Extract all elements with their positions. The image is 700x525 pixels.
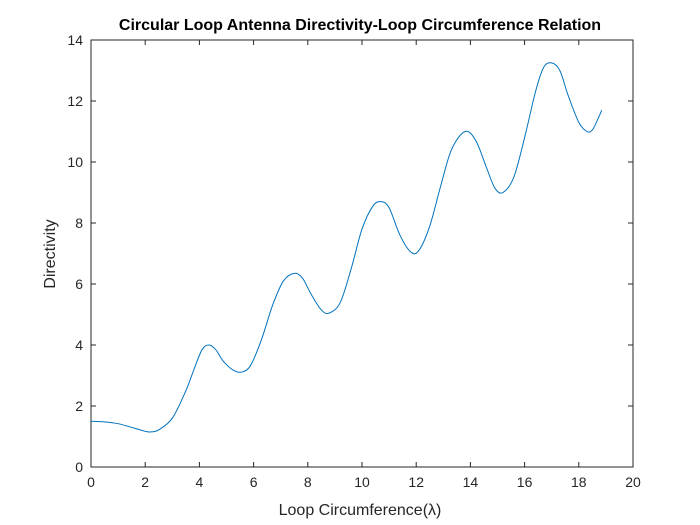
y-tick-label: 8 [75, 215, 83, 231]
y-tick-label: 0 [75, 459, 83, 475]
y-tick-label: 4 [75, 337, 83, 353]
x-tick-label: 20 [625, 474, 641, 490]
x-tick-label: 16 [517, 474, 533, 490]
y-tick-label: 2 [75, 398, 83, 414]
x-tick-label: 14 [463, 474, 479, 490]
x-axis-label: Loop Circumference(λ) [279, 502, 442, 519]
plot-area [90, 39, 634, 468]
series-line [90, 62, 603, 433]
x-tick-label: 2 [141, 474, 149, 490]
x-tick-label: 12 [408, 474, 424, 490]
x-tick-label: 18 [571, 474, 587, 490]
tick-labels: 0 2 4 6 8 10 12 14 16 18 20 0 2 4 6 8 10 12 14 [67, 32, 641, 490]
x-tick-label: 8 [304, 474, 312, 490]
y-tick-label: 12 [67, 93, 83, 109]
x-tick-label: 4 [196, 474, 204, 490]
y-axis-label: Directivity [42, 219, 59, 288]
y-tick-label: 6 [75, 276, 83, 292]
x-tick-label: 0 [87, 474, 95, 490]
chart-title: Circular Loop Antenna Directivity-Loop C… [119, 17, 601, 34]
ticks [90, 39, 634, 468]
y-tick-label: 10 [67, 154, 83, 170]
x-tick-label: 10 [354, 474, 370, 490]
y-tick-label: 14 [67, 32, 83, 48]
x-tick-label: 6 [250, 474, 258, 490]
